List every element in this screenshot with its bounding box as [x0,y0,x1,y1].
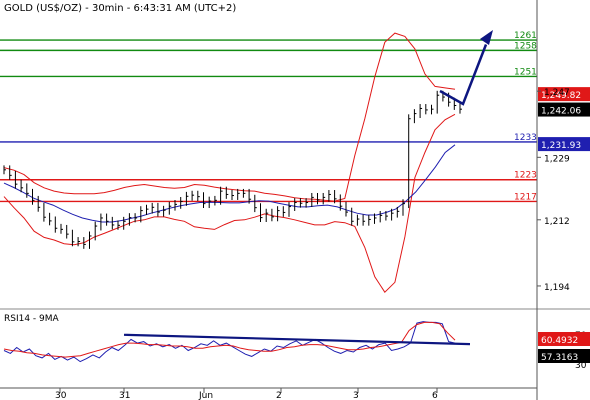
chart-title: GOLD (US$/OZ) - 30min - 6:43:31 AM (UTC+… [4,3,236,14]
y-tick-label: 1,194 [544,283,570,293]
level-label: 1261 [514,31,537,41]
x-tick-label: 3 [353,391,359,400]
price-tag-label: 1,249.82 [541,91,581,101]
price-axis: 1,249.82 1,242.06 1,231.93 1,247 1,229 1,212 1… [536,0,590,400]
level-label: 1258 [514,41,537,51]
price-tag-box [538,102,590,117]
arrow-projection-line [439,44,488,106]
y-tick-label: 1,212 [544,217,570,227]
bollinger-upper-line [3,32,456,202]
rsi-line [3,321,456,363]
x-tick-label: Jun [198,391,213,400]
y-tick-label: 1,247 [544,88,570,98]
rsi-tick-label: 30 [575,361,587,371]
y-tick-label: 1,229 [544,154,570,164]
arrow-head [480,30,493,45]
level-label: 1223 [514,171,537,181]
rsi-tag-label: 57.3163 [541,353,578,363]
bollinger-lower-line [3,113,456,293]
rsi-tag-label: 60.4932 [541,336,578,346]
price-tag-box [538,137,590,152]
level-label: 1251 [514,67,537,77]
price-tag-box [538,87,590,102]
price-tag-label: 1,242.06 [541,107,581,117]
x-tick-label: 6 [432,391,438,400]
x-tick-label: 2 [276,391,282,400]
rsi-title: RSI14 - 9MA [4,314,60,324]
rsi-tag-box [538,332,590,346]
rsi-trend-line [123,333,471,346]
x-tick-label: 31 [119,391,130,400]
rsi-chart-area [3,321,471,363]
level-label: 1217 [514,192,537,202]
price-tag-label: 1,231.93 [541,141,581,151]
rsi-ma-line [3,321,456,358]
x-tick-label: 30 [55,391,67,400]
level-label: 1233 [514,133,537,143]
time-axis: 30 31 Jun 2 3 6 [0,387,537,400]
rsi-tag-box [538,349,590,363]
